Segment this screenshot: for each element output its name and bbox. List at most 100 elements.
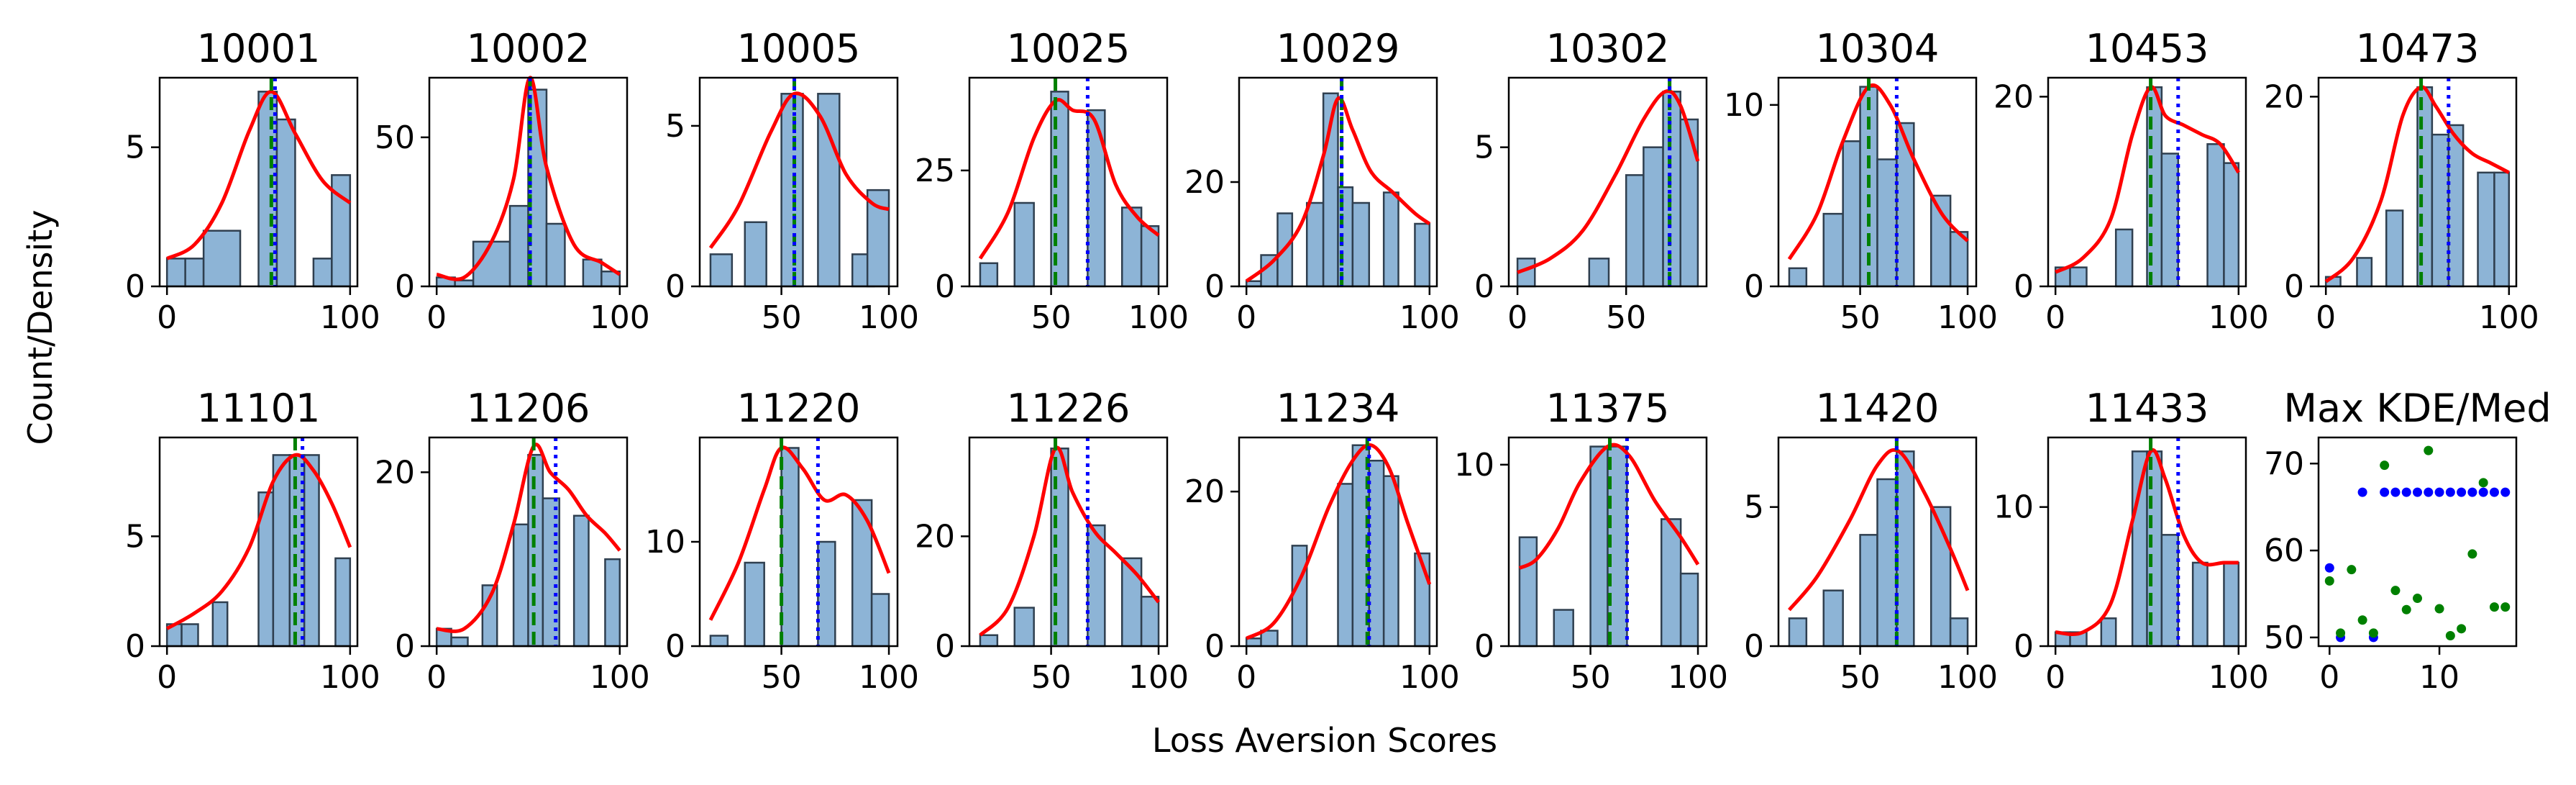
axes-frame	[1777, 436, 1978, 648]
histogram-bar	[1553, 609, 1574, 648]
histogram-bar	[1822, 589, 1844, 648]
y-tick-label: 25	[915, 153, 955, 189]
x-tick-label: 100	[590, 659, 650, 696]
x-tick-label: 100	[2209, 299, 2269, 336]
histogram-bar	[866, 189, 890, 288]
histogram-bar	[512, 523, 529, 648]
histogram-bar	[1876, 478, 1898, 648]
scatter-point	[2380, 487, 2390, 497]
kde-curve	[2055, 85, 2240, 274]
panel-10002: 10002 0 100 0 50	[375, 26, 650, 336]
scatter-point	[2380, 460, 2390, 471]
x-tick-label: 50	[1840, 299, 1881, 336]
kde-curve	[1788, 448, 1970, 612]
y-tick-label: 5	[125, 130, 145, 166]
panel-title: 10002	[467, 26, 590, 71]
histogram-bar	[1382, 475, 1399, 648]
panel-title: 10453	[2086, 26, 2209, 71]
scatter-point	[2500, 487, 2511, 497]
x-tick-label: 0	[2045, 659, 2065, 696]
histogram-bar	[1859, 534, 1878, 648]
histogram-bar	[2160, 153, 2180, 288]
y-tick-label: 20	[2264, 78, 2304, 115]
panel-title: 11220	[737, 386, 861, 431]
histogram-bar	[1588, 258, 1610, 288]
x-tick-label: 100	[590, 299, 650, 336]
kde-curve	[1245, 443, 1432, 640]
y-tick-label: 60	[2264, 532, 2304, 569]
x-tick-label: 100	[320, 299, 380, 336]
y-tick-label: 20	[1184, 473, 1225, 510]
x-tick-label: 100	[859, 659, 919, 696]
histogram-bar	[181, 623, 199, 648]
histogram-bar	[2385, 209, 2404, 288]
y-tick-label: 0	[1744, 268, 1764, 305]
scatter-point	[2424, 487, 2434, 497]
y-tick-label: 50	[2264, 620, 2304, 656]
panel-title: 11206	[467, 386, 590, 431]
y-tick-label: 0	[2014, 628, 2034, 665]
panel-11226: 11226 50 100 0 20	[915, 386, 1189, 696]
scatter-point	[2434, 604, 2444, 614]
histogram-bar	[2160, 534, 2180, 648]
histogram-bar	[211, 601, 229, 648]
scatter-point	[2467, 487, 2477, 497]
histogram-bar	[1013, 607, 1035, 648]
histogram-bar	[709, 253, 734, 288]
histogram-bar	[1518, 536, 1538, 648]
y-tick-label: 0	[395, 268, 415, 305]
panel-title: 10302	[1546, 26, 1670, 71]
panel-10025: 10025 50 100 0 25	[915, 26, 1189, 336]
figure-xlabel: Loss Aversion Scores	[1152, 721, 1497, 760]
scatter-point	[2390, 586, 2401, 596]
kde-curve	[2324, 85, 2510, 283]
axes-frame	[2317, 436, 2518, 648]
panel-title: Max KDE/Med	[2283, 386, 2551, 431]
axes-frame	[968, 436, 1169, 648]
y-tick-label: 10	[1454, 447, 1494, 484]
panel-10302: 10302 0 50 0 5	[1474, 26, 1708, 336]
histogram-bar	[184, 258, 205, 288]
histogram-bar	[303, 454, 320, 648]
kde-curve	[708, 445, 891, 621]
y-tick-label: 0	[665, 268, 685, 305]
panel-11234: 11234 0 100 0 20	[1184, 386, 1460, 696]
histogram-bar	[1368, 459, 1385, 648]
x-tick-label: 100	[2479, 299, 2539, 336]
x-tick-label: 100	[1399, 659, 1460, 696]
histogram-bar	[2206, 143, 2225, 288]
x-tick-label: 100	[1128, 299, 1189, 336]
histogram-bar	[1662, 91, 1681, 288]
y-tick-label: 0	[1474, 628, 1494, 665]
panel-max-kde-med: Max KDE/Med 0 10 50 60 70	[2264, 386, 2552, 696]
scatter-point	[2324, 563, 2334, 573]
histogram-bar	[572, 514, 590, 648]
y-tick-label: 0	[2284, 268, 2304, 305]
panel-10001: 10001 0 100 0 5	[125, 26, 380, 336]
x-tick-label: 0	[2316, 299, 2336, 336]
y-tick-label: 0	[935, 268, 955, 305]
histogram-bar	[2223, 561, 2240, 648]
histogram-bar	[2477, 171, 2495, 288]
scatter-point	[2500, 602, 2511, 612]
histogram-bar	[2431, 133, 2450, 288]
y-tick-label: 70	[2264, 445, 2304, 482]
histogram-bar	[817, 93, 841, 288]
histogram-bar	[2100, 617, 2117, 648]
scatter-point	[2445, 487, 2455, 497]
y-tick-label: 50	[375, 119, 415, 156]
axes-frame	[2317, 76, 2518, 288]
panel-11101: 11101 0 100 0 5	[125, 386, 380, 696]
histogram-bar	[780, 93, 804, 288]
kde-curve	[166, 89, 352, 260]
histogram-bar	[1013, 201, 1035, 288]
kde-curve	[1518, 443, 1700, 570]
histogram-bar	[604, 558, 621, 648]
scatter-point	[2457, 624, 2467, 634]
histogram-bar	[1291, 545, 1308, 648]
y-tick-label: 5	[125, 518, 145, 555]
panel-10473: 10473 0 100 0 20	[2264, 26, 2539, 336]
y-tick-label: 0	[665, 628, 685, 665]
y-tick-label: 10	[1724, 87, 1764, 124]
